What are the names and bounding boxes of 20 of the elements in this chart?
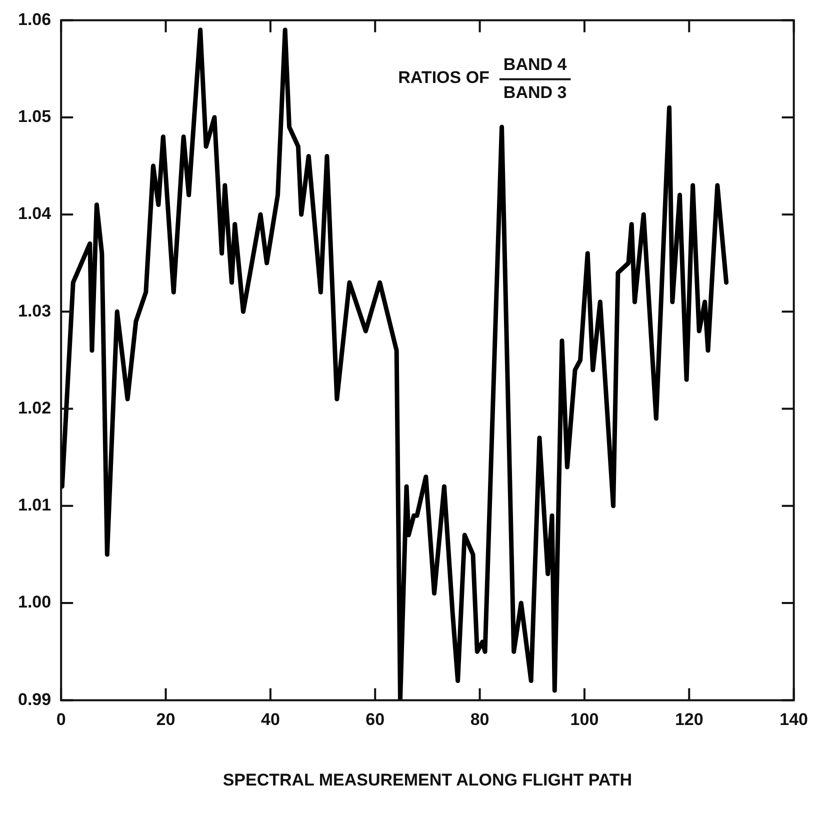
- y-tick-label: 1.01: [18, 496, 52, 515]
- x-tick-label: 140: [780, 710, 808, 730]
- x-axis-title: SPECTRAL MEASUREMENT ALONG FLIGHT PATH: [222, 770, 632, 790]
- x-tick-label: 0: [56, 710, 66, 730]
- annotation: RATIOS OF: [398, 68, 490, 87]
- annotation: BAND 3: [503, 82, 567, 102]
- y-tick-label: 1.06: [18, 10, 52, 29]
- y-tick-label: 1.02: [18, 398, 52, 418]
- y-tick-label: 1.03: [18, 301, 52, 320]
- y-tick-label: 0.99: [18, 690, 52, 709]
- y-tick-label: 1.00: [18, 592, 52, 612]
- annotation: BAND 4: [503, 54, 568, 74]
- y-tick-label: 1.04: [18, 204, 52, 224]
- x-tick-label: 100: [570, 710, 599, 730]
- y-tick-label: 1.05: [18, 107, 52, 126]
- x-tick-label: 40: [260, 710, 280, 730]
- x-tick-label: 20: [156, 710, 176, 730]
- x-tick-label: 80: [470, 710, 490, 730]
- x-tick-label: 60: [366, 710, 385, 730]
- x-tick-label: 120: [674, 710, 704, 730]
